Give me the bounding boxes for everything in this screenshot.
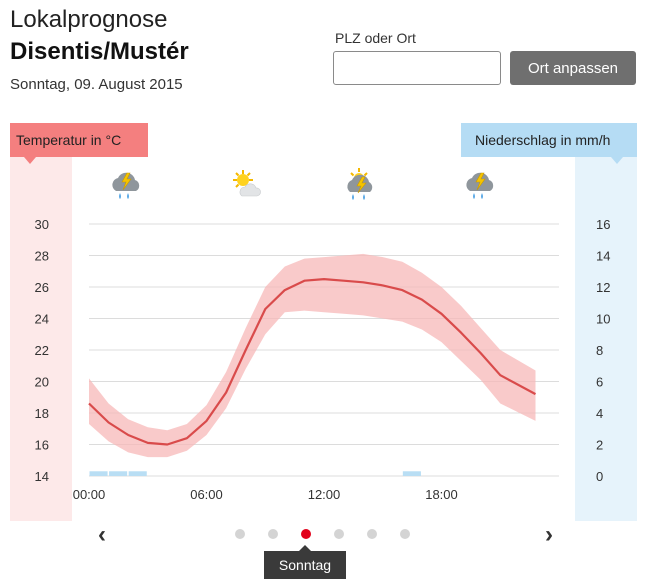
precipitation-axis-band: [575, 157, 637, 521]
x-tick-label: 00:00: [73, 487, 106, 502]
y-right-tick-label: 16: [596, 217, 610, 232]
location-name: Disentis/Mustér: [10, 38, 189, 65]
precipitation-bar: [128, 471, 147, 476]
forecast-date: Sonntag, 09. August 2015: [10, 76, 183, 93]
next-day-button[interactable]: ›: [545, 521, 553, 548]
page-dot-6[interactable]: [400, 529, 410, 539]
precipitation-bar: [89, 471, 108, 476]
page-dot-1[interactable]: [235, 529, 245, 539]
active-day-tooltip: Sonntag: [264, 545, 346, 579]
temperature-axis-band: [10, 157, 72, 521]
temperature-range-band: [89, 253, 536, 458]
y-right-tick-label: 4: [596, 406, 603, 421]
thunderstorm-rain-icon: [466, 172, 494, 199]
y-left-tick-label: 30: [35, 217, 49, 232]
y-left-tick-label: 20: [35, 375, 49, 390]
y-left-tick-label: 22: [35, 343, 49, 358]
y-right-tick-label: 6: [596, 375, 603, 390]
sun-thunderstorm-rain-icon: [347, 168, 373, 200]
temperature-axis-label: Temperatur in °C: [10, 123, 148, 164]
page-dot-2[interactable]: [268, 529, 278, 539]
y-left-tick-label: 14: [35, 469, 49, 484]
y-right-tick-label: 2: [596, 438, 603, 453]
page-dot-3-active[interactable]: [301, 529, 311, 539]
page-dot-4[interactable]: [334, 529, 344, 539]
y-left-tick-label: 26: [35, 280, 49, 295]
location-search-input[interactable]: [333, 51, 501, 85]
precipitation-bar: [109, 471, 128, 476]
x-tick-label: 12:00: [308, 487, 341, 502]
temperature-line: [88, 278, 537, 446]
y-left-tick-label: 24: [35, 312, 49, 327]
x-tick-label: 18:00: [425, 487, 458, 502]
precipitation-bar: [402, 471, 421, 476]
x-tick-label: 06:00: [190, 487, 223, 502]
y-right-tick-label: 10: [596, 312, 610, 327]
update-location-button[interactable]: Ort anpassen: [510, 51, 636, 85]
sun-cloud-icon: [233, 170, 261, 197]
page-dot-5[interactable]: [367, 529, 377, 539]
prev-day-button[interactable]: ‹: [98, 521, 106, 548]
y-right-tick-label: 0: [596, 469, 603, 484]
thunderstorm-rain-icon: [112, 172, 140, 199]
y-right-tick-label: 14: [596, 249, 610, 264]
y-right-tick-label: 12: [596, 280, 610, 295]
y-right-tick-label: 8: [596, 343, 603, 358]
page-title: Lokalprognose: [10, 6, 168, 33]
precipitation-axis-label: Niederschlag in mm/h: [461, 123, 637, 164]
y-left-tick-label: 16: [35, 438, 49, 453]
search-label: PLZ oder Ort: [335, 30, 416, 46]
y-left-tick-label: 28: [35, 249, 49, 264]
y-left-tick-label: 18: [35, 406, 49, 421]
